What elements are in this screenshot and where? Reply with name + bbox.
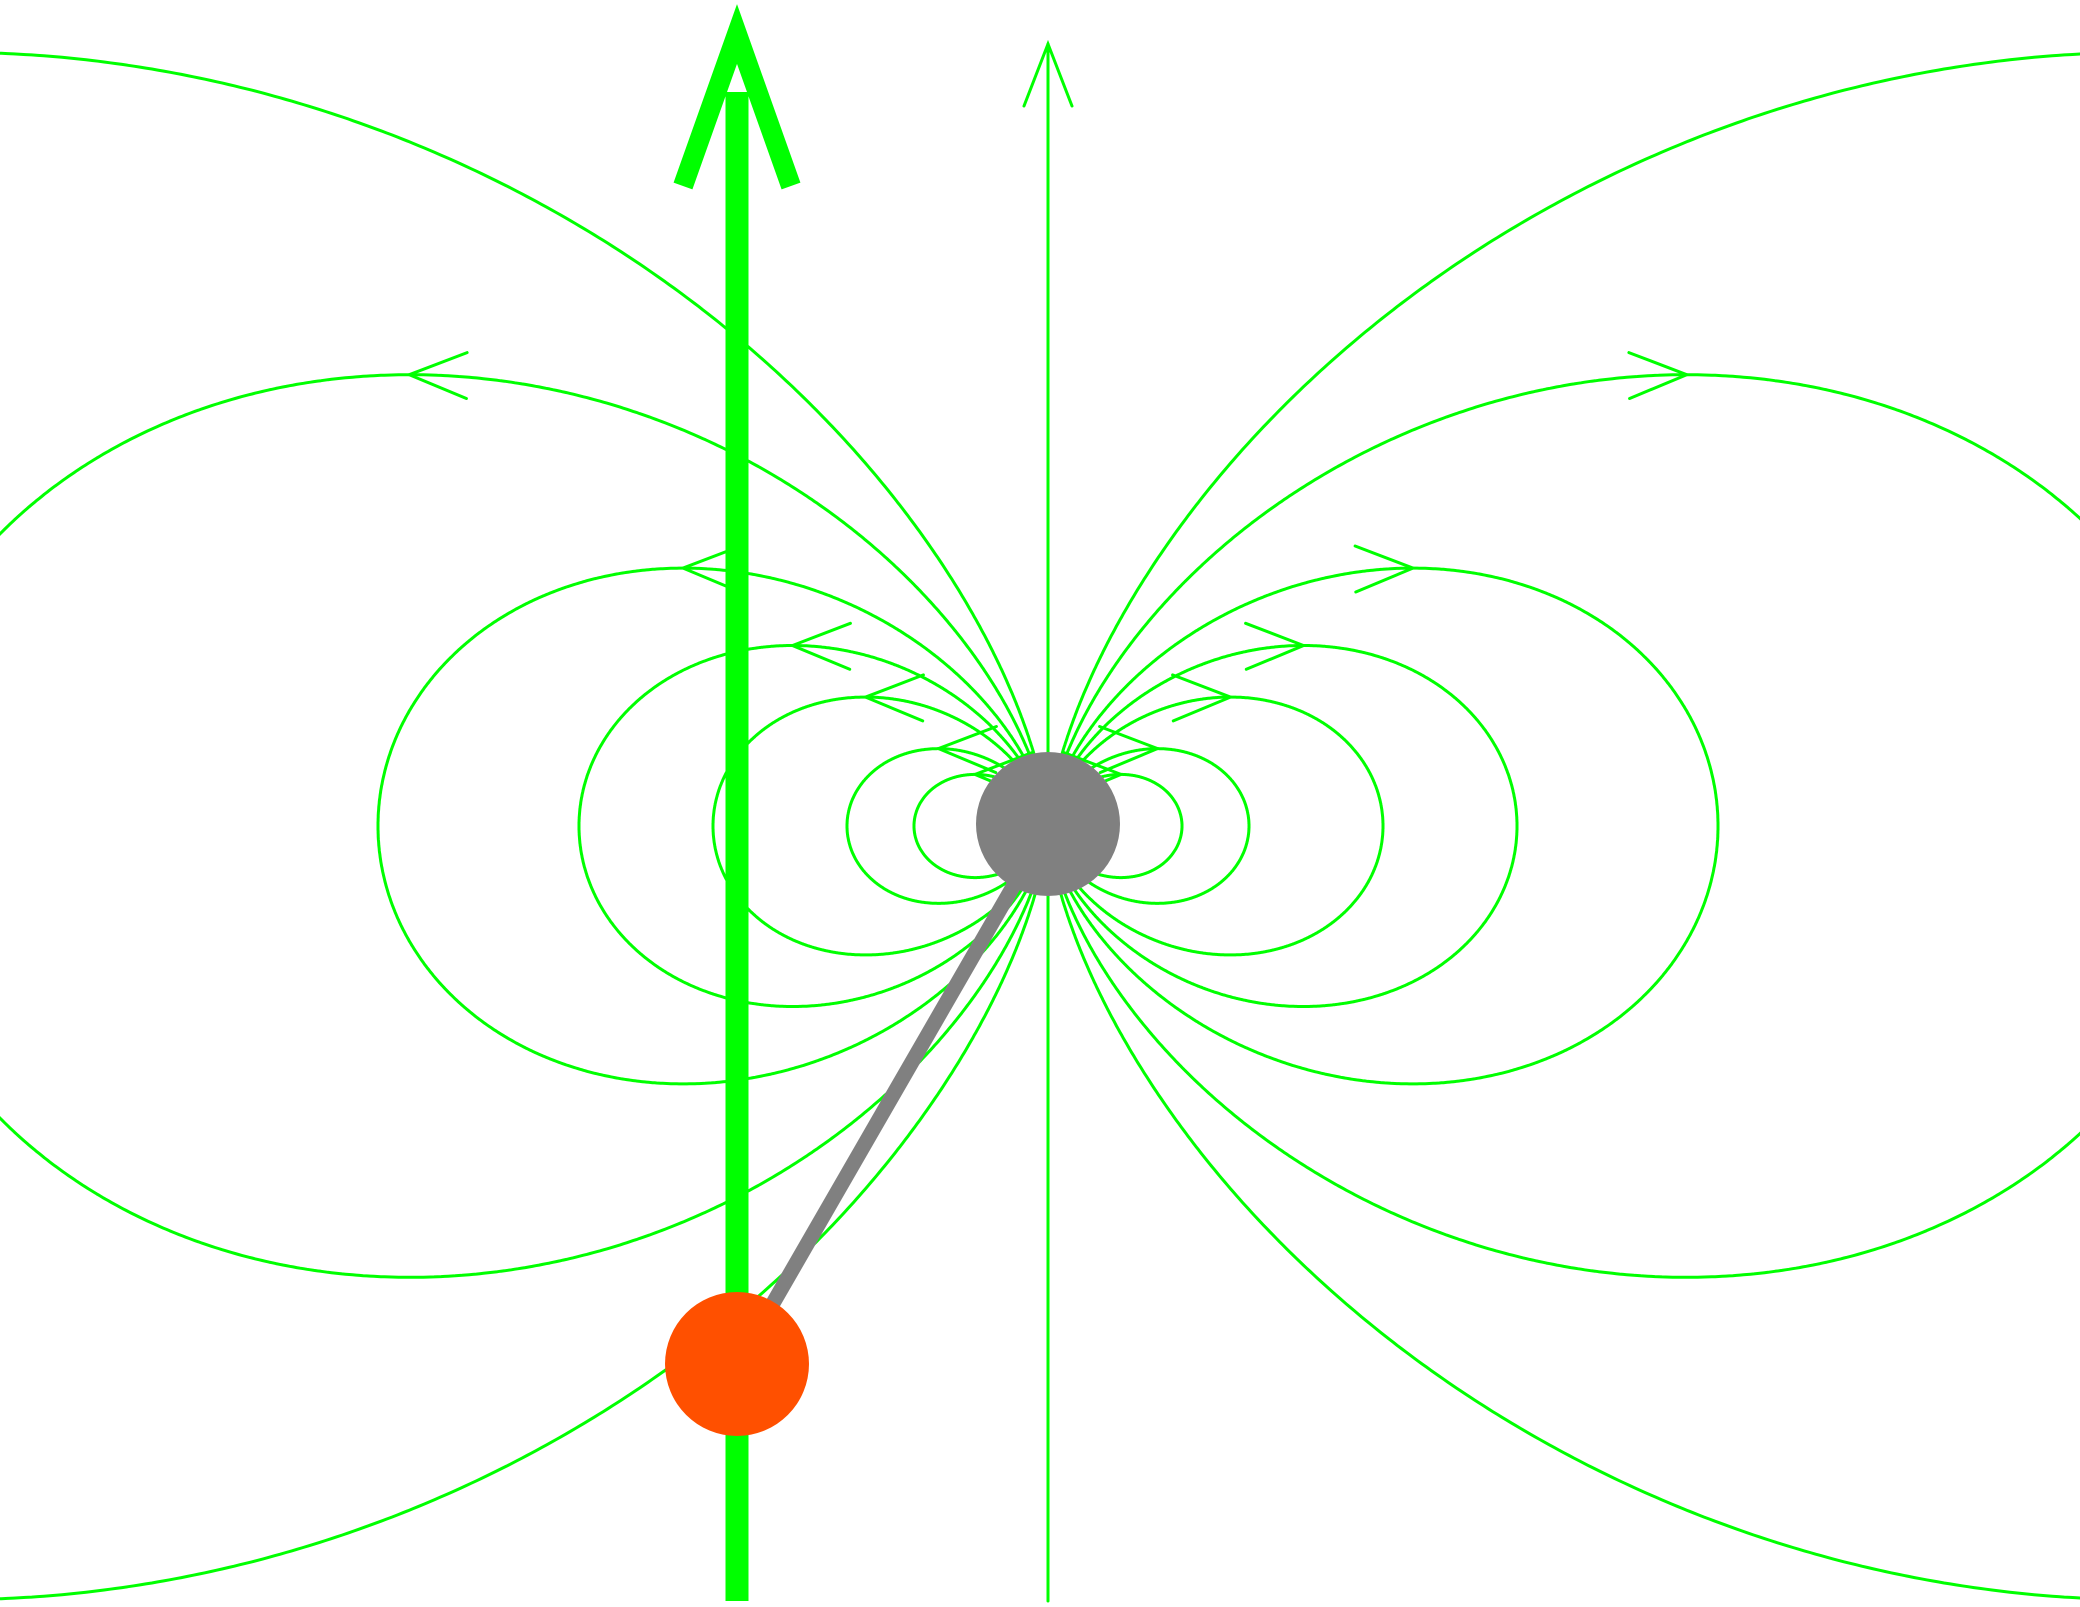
field-line-arrowhead <box>1022 39 1074 108</box>
field-line-arrowhead <box>788 621 852 671</box>
field-line-arrowhead <box>405 351 469 400</box>
field-line-arrowhead <box>934 725 998 774</box>
field-line <box>1046 644 1519 1008</box>
field-line <box>0 373 1050 1279</box>
field-line-arrowhead <box>678 544 743 594</box>
field-line-arrowhead <box>1627 351 1691 400</box>
field-line-arrowhead <box>1098 725 1162 774</box>
field-line <box>1046 52 2080 1600</box>
field-line-arrowhead <box>1244 621 1308 671</box>
field-line <box>1046 566 1720 1086</box>
field-line <box>1046 373 2080 1279</box>
field-line-arrowheads <box>405 39 1691 839</box>
field-line-arrowhead <box>1353 544 1418 594</box>
field-line <box>0 51 1050 1601</box>
field-line-arrowhead <box>1171 673 1235 723</box>
magnetic-dipole <box>976 752 1120 896</box>
field-line <box>1046 695 1385 957</box>
test-charge <box>665 1292 809 1436</box>
field-vector-arrowhead <box>673 4 801 190</box>
field-line-arrowhead <box>861 673 925 723</box>
connecting-rod <box>731 822 1055 1368</box>
